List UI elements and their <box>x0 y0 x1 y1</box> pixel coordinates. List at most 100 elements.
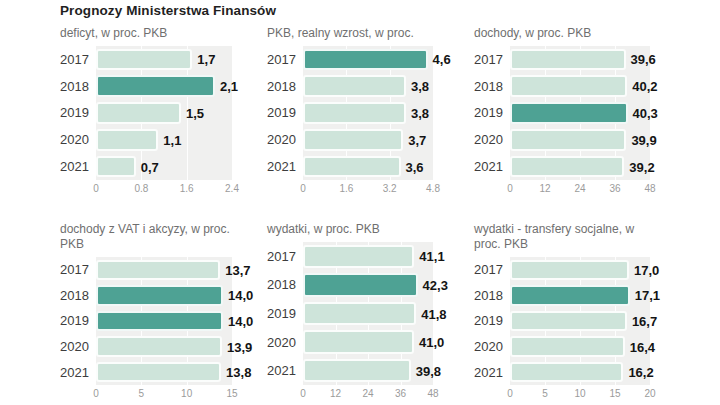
bar-2018 <box>303 75 406 97</box>
bar-2017 <box>510 260 629 281</box>
value-label: 3,8 <box>411 107 429 120</box>
value-label: 39,8 <box>416 364 441 377</box>
year-label: 2017 <box>267 242 303 271</box>
value-label: 39,6 <box>631 53 656 66</box>
charts-grid: deficyt, w proc. PKB 20172018201920202021… <box>60 26 650 399</box>
plot-column: 17,017,116,716,416,205101520 <box>510 257 650 399</box>
value-label: 2,1 <box>220 80 238 93</box>
year-label: 2017 <box>60 257 96 283</box>
page-title: Prognozy Ministerstwa Finansów <box>60 3 276 18</box>
chart-title: dochody z VAT i akcyzy, w proc. PKB <box>60 222 232 252</box>
bar-2021 <box>303 156 401 178</box>
axis-tick: 5 <box>139 388 145 399</box>
chart-title: wydatki - transfery socjalne, w proc. PK… <box>474 222 650 252</box>
value-label: 3,6 <box>406 160 424 173</box>
year-label: 2019 <box>474 308 510 334</box>
x-axis: 012243648 <box>510 180 650 194</box>
year-label: 2018 <box>60 73 96 100</box>
bar-2018 <box>510 75 627 97</box>
bar-2018 <box>96 75 215 97</box>
x-axis: 05101520 <box>510 385 650 399</box>
value-label: 39,2 <box>629 160 654 173</box>
year-axis: 20172018201920202021 <box>60 46 96 194</box>
x-axis: 051015 <box>96 385 232 399</box>
chart-title: PKB, realny wzrost, w proc. <box>267 26 433 41</box>
bar-2021 <box>96 156 136 178</box>
year-label: 2019 <box>267 100 303 127</box>
value-label: 13,8 <box>226 366 251 379</box>
year-label: 2017 <box>60 46 96 73</box>
chart-title: wydatki, w proc. PKB <box>267 222 433 237</box>
bar-2021 <box>510 362 623 383</box>
axis-tick: 0 <box>507 183 513 194</box>
axis-tick: 15 <box>609 388 620 399</box>
bar-2019 <box>303 302 416 326</box>
chart-deficyt: deficyt, w proc. PKB 20172018201920202021… <box>60 26 232 194</box>
year-axis: 20172018201920202021 <box>267 46 303 194</box>
year-label: 2020 <box>474 334 510 360</box>
axis-tick: 48 <box>644 183 655 194</box>
year-label: 2017 <box>474 257 510 283</box>
chart-title: dochody, w proc. PKB <box>474 26 650 41</box>
value-label: 14,0 <box>228 315 253 328</box>
bar-2017 <box>303 49 428 71</box>
bar-2018 <box>303 273 418 297</box>
axis-tick: 10 <box>574 388 585 399</box>
value-label: 14,0 <box>228 289 253 302</box>
axis-tick: 0 <box>300 388 306 399</box>
year-label: 2020 <box>267 328 303 357</box>
value-label: 13,7 <box>225 263 250 276</box>
year-label: 2019 <box>474 100 510 127</box>
infographic-page: Prognozy Ministerstwa Finansów deficyt, … <box>0 0 720 405</box>
plot-area: 4,63,83,83,73,6 <box>303 46 433 180</box>
value-label: 3,7 <box>408 133 426 146</box>
axis-tick: 0 <box>300 183 306 194</box>
bar-2020 <box>510 129 626 151</box>
value-label: 39,9 <box>631 133 656 146</box>
chart-title: deficyt, w proc. PKB <box>60 26 232 41</box>
value-label: 40,2 <box>632 80 657 93</box>
plot-area: 13,714,014,013,913,8 <box>96 257 232 385</box>
axis-tick: 24 <box>362 388 373 399</box>
chart-wydatki-transfery-socjalne: wydatki - transfery socjalne, w proc. PK… <box>474 222 650 399</box>
chart-body: 2017201820192020202117,017,116,716,416,2… <box>474 257 650 399</box>
bar-2019 <box>303 102 406 124</box>
plot-area: 1,72,11,51,10,7 <box>96 46 232 180</box>
value-label: 13,9 <box>227 340 252 353</box>
bar-2021 <box>303 359 411 383</box>
bar-2019 <box>96 102 181 124</box>
axis-tick: 36 <box>395 388 406 399</box>
axis-tick: 3.2 <box>383 183 397 194</box>
axis-tick: 36 <box>609 183 620 194</box>
axis-tick: 0 <box>507 388 513 399</box>
bar-2021 <box>510 156 624 178</box>
axis-tick: 24 <box>574 183 585 194</box>
plot-area: 17,017,116,716,416,2 <box>510 257 650 385</box>
year-label: 2019 <box>267 299 303 328</box>
plot-column: 13,714,014,013,913,8051015 <box>96 257 232 399</box>
value-label: 16,4 <box>630 340 655 353</box>
year-label: 2017 <box>474 46 510 73</box>
value-label: 0,7 <box>141 160 159 173</box>
year-label: 2020 <box>267 126 303 153</box>
value-label: 41,1 <box>419 250 444 263</box>
value-label: 4,6 <box>433 53 451 66</box>
value-label: 17,0 <box>634 263 659 276</box>
plot-column: 1,72,11,51,10,700.81.62.4 <box>96 46 232 194</box>
bar-2020 <box>303 129 403 151</box>
year-label: 2018 <box>60 283 96 309</box>
chart-pkb-realny-wzrost: PKB, realny wzrost, w proc.2017201820192… <box>267 26 433 194</box>
year-label: 2018 <box>474 73 510 100</box>
chart-wydatki: wydatki, w proc. PKB20172018201920202021… <box>267 222 433 399</box>
year-label: 2018 <box>474 283 510 309</box>
bar-2018 <box>510 285 630 306</box>
axis-tick: 4.8 <box>426 183 440 194</box>
value-label: 1,7 <box>197 53 215 66</box>
axis-tick: 0 <box>93 388 99 399</box>
axis-tick: 10 <box>181 388 192 399</box>
year-axis: 20172018201920202021 <box>60 257 96 399</box>
value-label: 17,1 <box>635 289 660 302</box>
year-label: 2019 <box>60 308 96 334</box>
value-label: 1,1 <box>163 133 181 146</box>
plot-area: 41,142,341,841,039,8 <box>303 242 433 385</box>
